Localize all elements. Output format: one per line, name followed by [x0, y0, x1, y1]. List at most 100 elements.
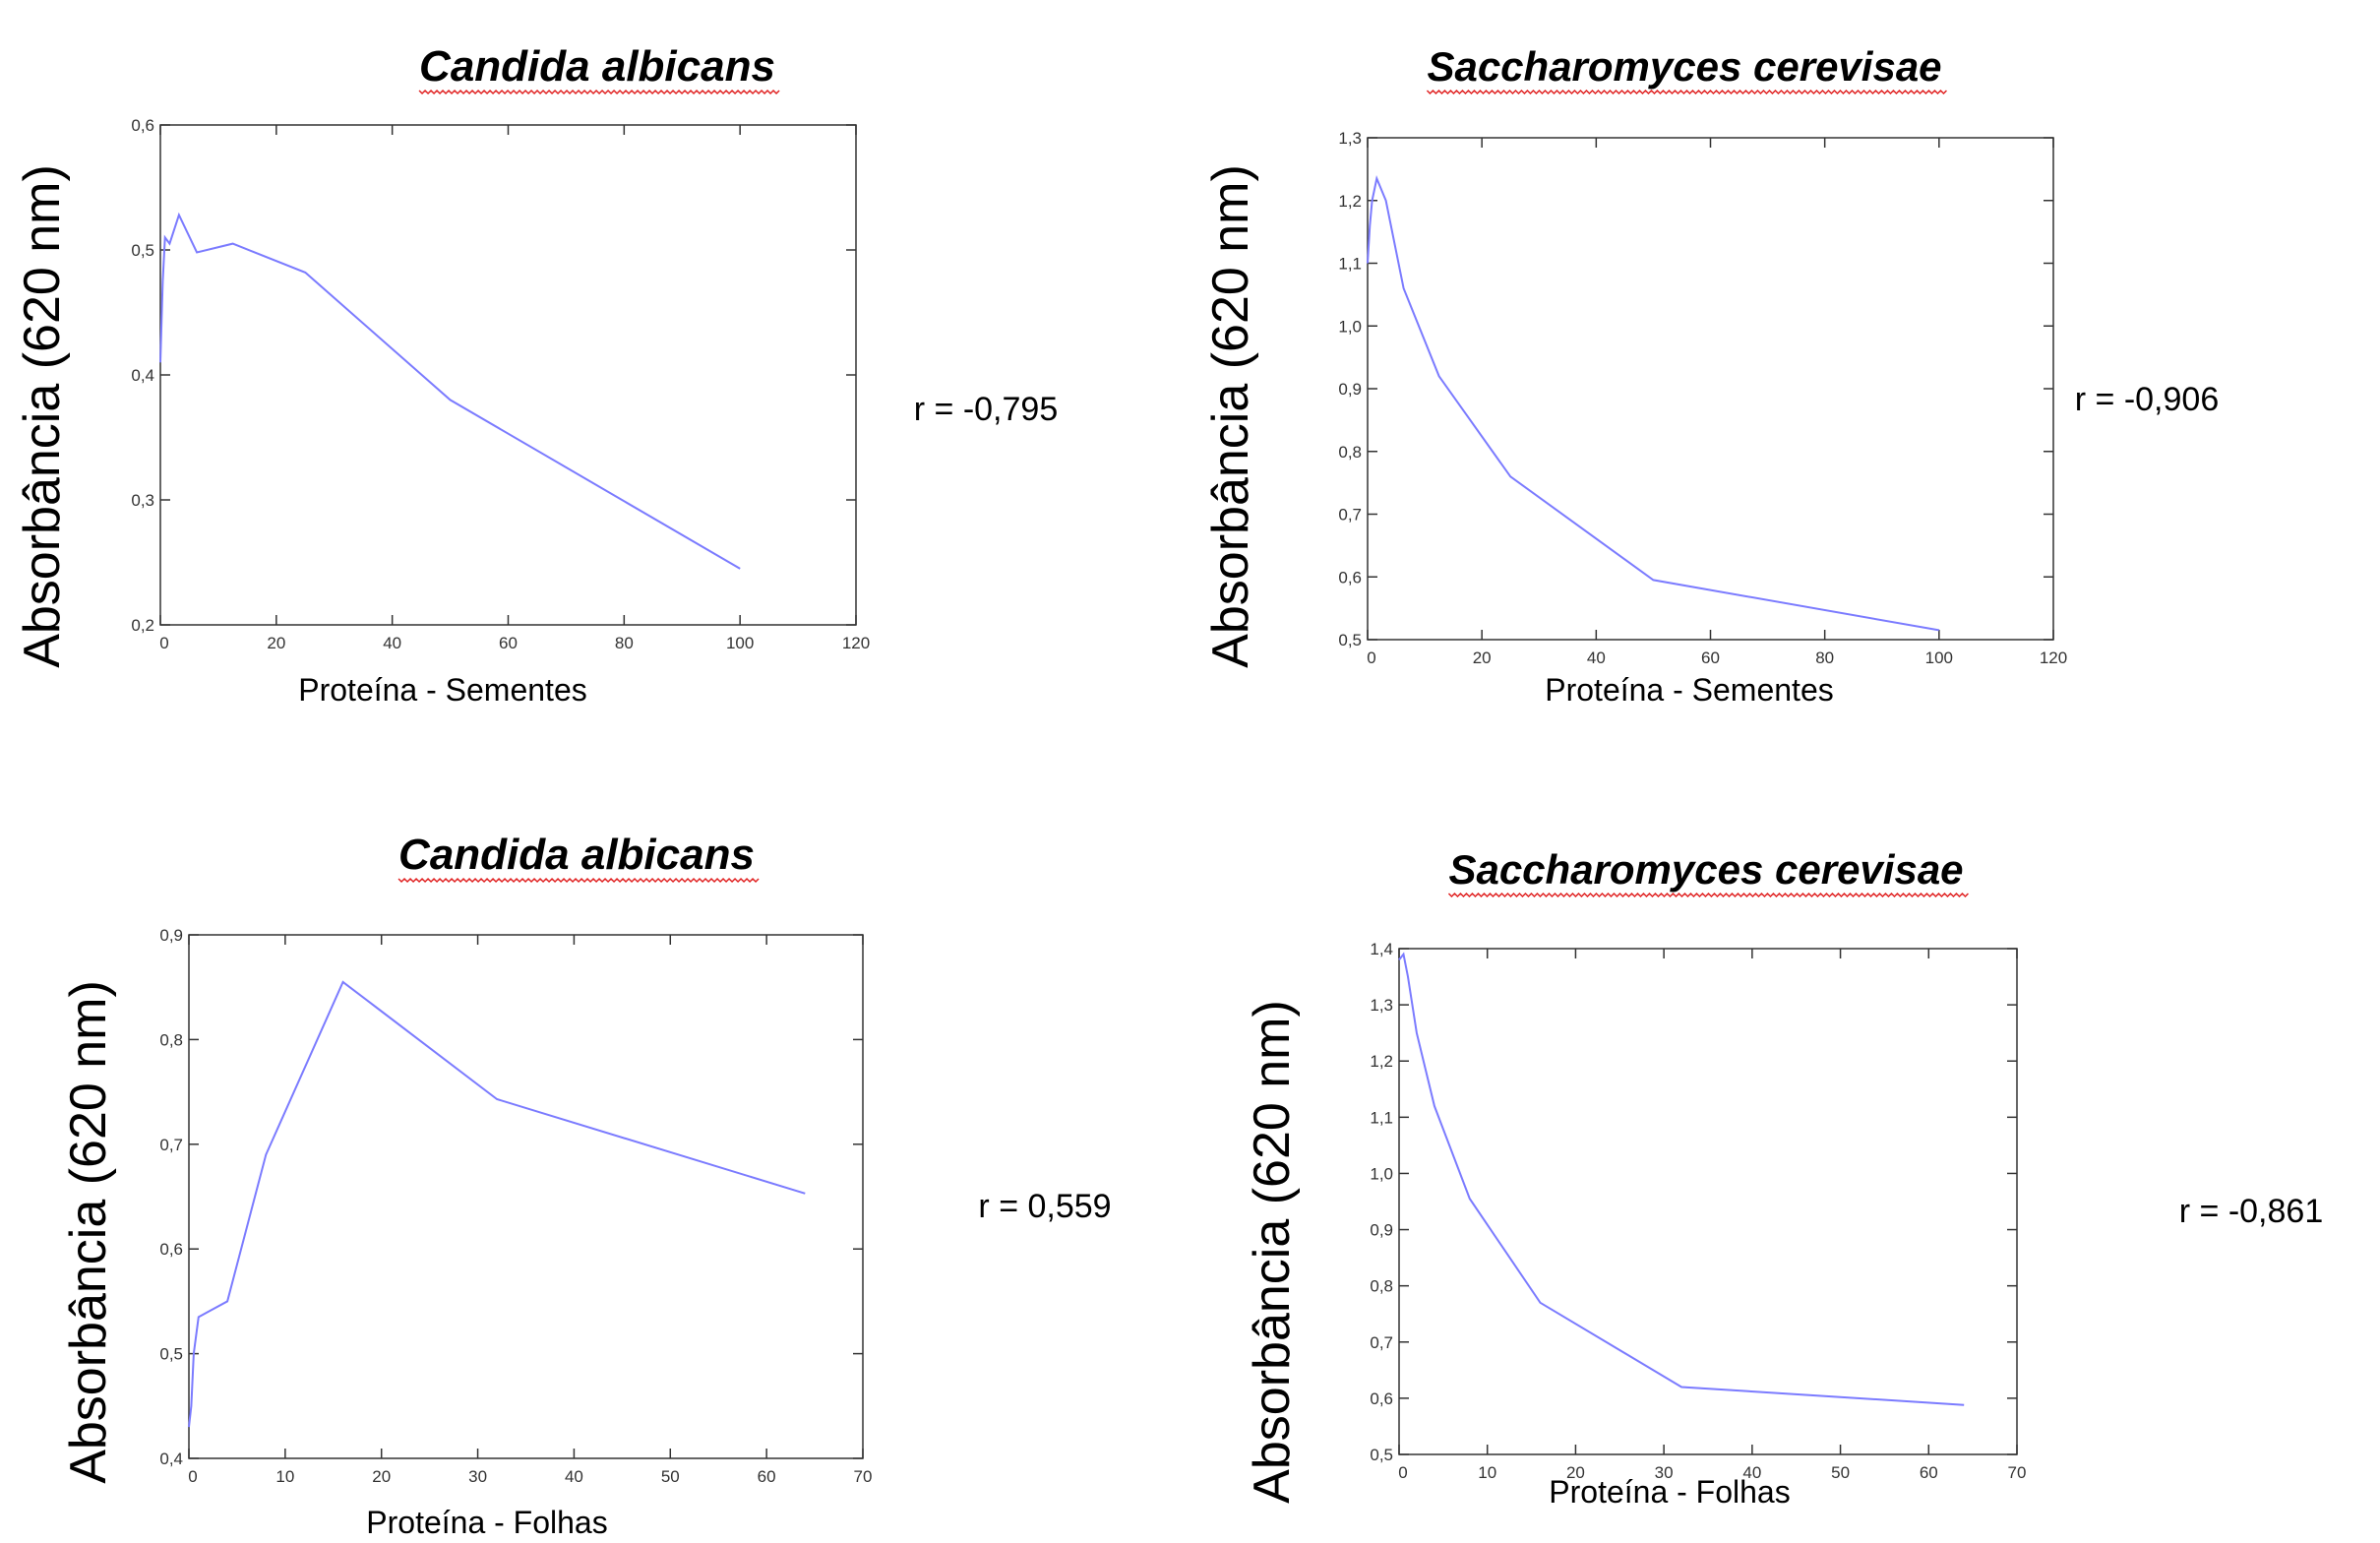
y-tick-label: 1,4	[1370, 940, 1393, 958]
y-tick-label: 0,6	[131, 116, 154, 135]
y-tick-label: 0,8	[159, 1030, 183, 1049]
x-tick-label: 0	[159, 634, 168, 652]
plot-frame	[188, 934, 864, 1459]
x-tick-label: 30	[468, 1467, 487, 1486]
plot-frame	[1367, 137, 2054, 641]
y-tick-label: 1,3	[1338, 129, 1362, 148]
spellcheck-underline	[1426, 89, 1947, 95]
y-tick-label: 0,6	[1370, 1389, 1393, 1408]
y-axis-label: Absorbância (620 nm)	[14, 164, 71, 668]
chart-3: Candida albicans 0,4 0,5 0,6 0,7 0,8 0,9 0 10 20 3…	[60, 831, 1112, 1540]
y-tick-label: 0,9	[1370, 1221, 1393, 1240]
y-axis-label: Absorbância (620 nm)	[1244, 1000, 1301, 1504]
x-tick-label: 40	[1742, 1463, 1761, 1482]
x-tick-label: 60	[1920, 1463, 1938, 1482]
y-tick-label: 1,0	[1338, 317, 1362, 336]
y-tick-label: 1,1	[1338, 255, 1362, 274]
x-axis-label: Proteína - Sementes	[298, 672, 586, 708]
y-tick-label: 0,8	[1338, 443, 1362, 462]
plot-frame	[1398, 948, 2018, 1455]
x-tick-label: 60	[499, 634, 518, 652]
series-line	[1398, 952, 1965, 1406]
spellcheck-underline	[1447, 892, 1969, 898]
correlation-label: r = -0,906	[2075, 381, 2219, 418]
y-tick-label: 0,2	[131, 616, 154, 635]
y-tick-label: 0,6	[159, 1240, 183, 1259]
x-tick-label: 60	[758, 1467, 776, 1486]
x-tick-label: 10	[275, 1467, 294, 1486]
x-tick-label: 40	[1587, 648, 1606, 667]
series-line	[188, 980, 806, 1428]
x-tick-label: 20	[1473, 648, 1492, 667]
chart-title-word: Saccharomyces	[1427, 43, 1741, 90]
chart-title: Saccharomyces cerevisae	[1448, 846, 1963, 893]
chart-2: Saccharomyces cerevisae 0,5 0,6 0,7 0,8 0,9 1,…	[1202, 43, 2219, 708]
chart-title-word: cerevisae	[1763, 846, 1963, 893]
x-tick-label: 40	[383, 634, 401, 652]
y-tick-label: 0,5	[131, 241, 154, 260]
x-tick-label: 120	[842, 634, 870, 652]
y-tick-label: 1,2	[1370, 1052, 1393, 1071]
y-tick-label: 1,3	[1370, 996, 1393, 1015]
y-tick-label: 0,7	[1370, 1333, 1393, 1352]
x-tick-label: 50	[1831, 1463, 1850, 1482]
x-tick-label: 70	[2008, 1463, 2027, 1482]
y-tick-label: 0,9	[159, 926, 183, 945]
y-tick-label: 0,7	[1338, 506, 1362, 525]
chart-title: Candida albicans	[398, 831, 755, 879]
y-tick-label: 0,8	[1370, 1277, 1393, 1296]
y-tick-label: 0,6	[1338, 568, 1362, 586]
chart-title: Saccharomyces cerevisae	[1427, 43, 1941, 90]
x-tick-label: 100	[726, 634, 754, 652]
y-tick-label: 0,7	[159, 1136, 183, 1154]
y-tick-label: 0,5	[159, 1345, 183, 1364]
x-tick-label: 10	[1478, 1463, 1496, 1482]
x-tick-label: 0	[188, 1467, 197, 1486]
y-tick-label: 1,0	[1370, 1164, 1393, 1183]
x-tick-label: 40	[565, 1467, 583, 1486]
spellcheck-underline	[418, 89, 780, 95]
y-tick-label: 0,4	[131, 366, 154, 385]
x-tick-label: 80	[1815, 648, 1834, 667]
y-axis-label: Absorbância (620 nm)	[60, 980, 117, 1484]
x-tick-label: 0	[1398, 1463, 1407, 1482]
y-tick-label: 1,1	[1370, 1108, 1393, 1127]
y-tick-label: 0,5	[1370, 1446, 1393, 1464]
chart-title-word: cerevisae	[1741, 43, 1941, 90]
correlation-label: r = 0,559	[978, 1188, 1111, 1225]
x-tick-label: 30	[1655, 1463, 1674, 1482]
plot-frame	[159, 124, 857, 626]
chart-title-word: Candida	[398, 831, 570, 879]
x-tick-label: 20	[267, 634, 285, 652]
x-tick-label: 120	[2040, 648, 2067, 667]
chart-title-word: albicans	[590, 42, 775, 91]
x-tick-label: 70	[854, 1467, 873, 1486]
x-tick-label: 100	[1925, 648, 1953, 667]
x-tick-label: 20	[1566, 1463, 1585, 1482]
y-tick-label: 0,5	[1338, 631, 1362, 649]
series-line	[159, 212, 741, 570]
x-axis-label: Proteína - Folhas	[1549, 1474, 1790, 1510]
x-axis-label: Proteína - Folhas	[366, 1505, 607, 1540]
x-tick-label: 50	[661, 1467, 680, 1486]
chart-4: Saccharomyces cerevisae 0,5 0,6 0,7 0,8 0,9 1,…	[1244, 846, 2323, 1510]
chart-title-word: Saccharomyces	[1448, 846, 1763, 893]
chart-1: Candida albicans 0,2 0,3 0,4 0,5 0,6 0 20 40 60 80…	[14, 42, 1058, 708]
x-tick-label: 0	[1367, 648, 1375, 667]
y-tick-label: 0,3	[131, 491, 154, 510]
chart-title-word: Candida	[419, 42, 590, 91]
x-tick-label: 80	[615, 634, 634, 652]
chart-title-word: albicans	[570, 831, 755, 879]
x-tick-label: 20	[372, 1467, 391, 1486]
spellcheck-underline	[397, 877, 760, 884]
correlation-label: r = -0,795	[914, 391, 1058, 428]
series-line	[1367, 175, 1939, 632]
correlation-label: r = -0,861	[2179, 1193, 2323, 1230]
y-tick-label: 1,2	[1338, 192, 1362, 211]
x-tick-label: 60	[1701, 648, 1720, 667]
y-tick-label: 0,4	[159, 1450, 183, 1468]
y-tick-label: 0,9	[1338, 380, 1362, 399]
x-axis-label: Proteína - Sementes	[1545, 672, 1833, 708]
y-axis-label: Absorbância (620 nm)	[1202, 164, 1259, 668]
